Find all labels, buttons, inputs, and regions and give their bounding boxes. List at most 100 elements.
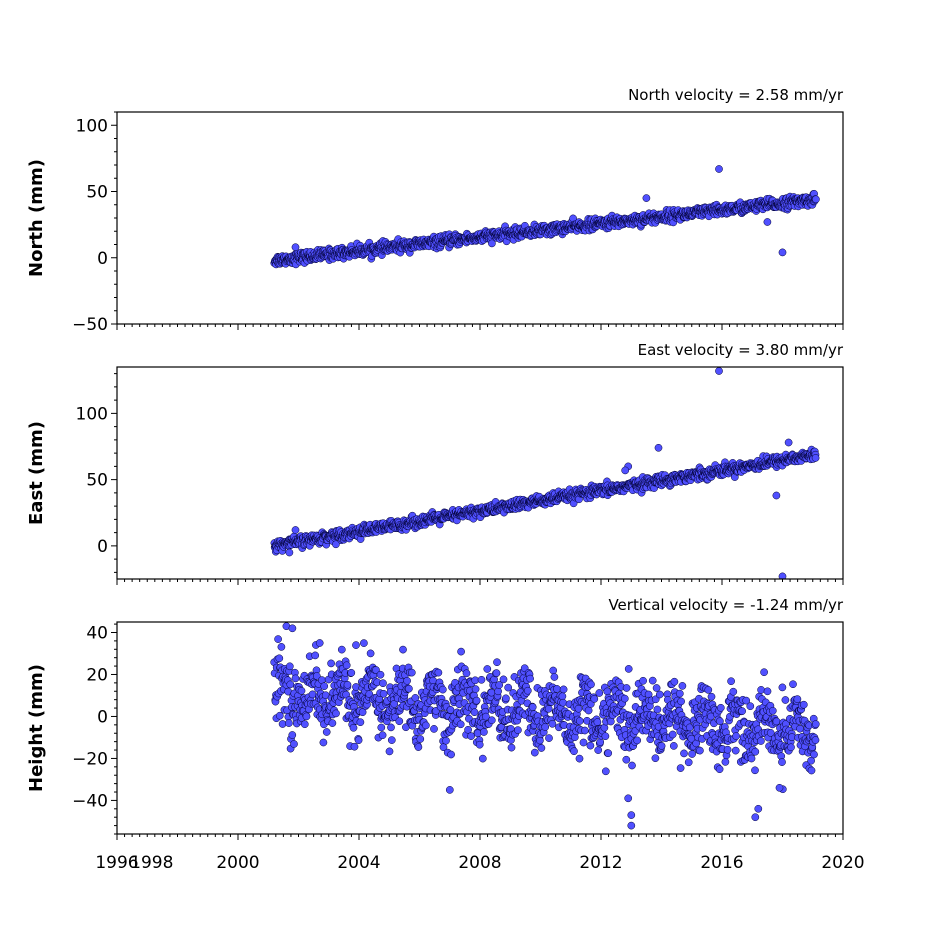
height-outlier-point bbox=[754, 804, 763, 813]
height-point bbox=[595, 689, 604, 697]
height-point bbox=[514, 726, 522, 734]
height-point bbox=[457, 647, 465, 656]
height-point bbox=[475, 740, 484, 749]
north-y-tick-label: 0 bbox=[97, 249, 108, 269]
height-point bbox=[680, 749, 688, 758]
height-point bbox=[354, 736, 363, 745]
height-outlier-point bbox=[627, 821, 636, 830]
height-point bbox=[347, 668, 356, 677]
height-outlier-point bbox=[352, 641, 360, 649]
height-outlier-point bbox=[627, 811, 636, 819]
height-point bbox=[653, 705, 662, 714]
height-point bbox=[327, 659, 335, 668]
height-point bbox=[376, 670, 385, 679]
height-point bbox=[395, 717, 404, 726]
height-point bbox=[570, 747, 578, 756]
height-point bbox=[342, 661, 351, 670]
height-point bbox=[763, 687, 772, 696]
height-point bbox=[553, 685, 561, 693]
height-point bbox=[590, 695, 599, 703]
height-point bbox=[657, 742, 666, 750]
height-point bbox=[541, 723, 550, 731]
height-point bbox=[385, 747, 394, 756]
height-point bbox=[495, 681, 504, 689]
north-point bbox=[812, 195, 820, 204]
height-point bbox=[677, 697, 685, 706]
height-point bbox=[360, 639, 368, 647]
height-point bbox=[596, 738, 605, 746]
height-point bbox=[622, 755, 631, 764]
height-point bbox=[652, 684, 661, 692]
height-point bbox=[328, 719, 337, 727]
height-point bbox=[715, 765, 724, 774]
x-tick-label: 1996 bbox=[95, 853, 138, 873]
height-outlier-point bbox=[315, 639, 324, 647]
east-y-tick-label: 0 bbox=[97, 537, 108, 557]
height-point bbox=[462, 669, 471, 678]
height-point bbox=[757, 686, 765, 694]
height-point bbox=[727, 677, 735, 686]
height-point bbox=[446, 706, 455, 714]
height-point bbox=[290, 740, 298, 748]
height-point bbox=[504, 683, 513, 692]
height-point bbox=[668, 730, 677, 739]
height-point bbox=[721, 758, 730, 766]
height-point bbox=[604, 749, 613, 758]
height-point bbox=[507, 743, 516, 752]
height-point bbox=[559, 698, 567, 707]
height-point bbox=[601, 732, 610, 741]
height-point bbox=[688, 750, 696, 758]
height-point bbox=[796, 724, 804, 733]
height-point bbox=[778, 683, 787, 692]
north-y-tick-label: 50 bbox=[86, 183, 108, 203]
height-point bbox=[716, 717, 724, 726]
x-tick-label: 2008 bbox=[458, 853, 501, 873]
height-point bbox=[405, 684, 413, 693]
height-point bbox=[403, 676, 411, 685]
x-tick-label: 2020 bbox=[821, 853, 864, 873]
height-point bbox=[275, 654, 284, 663]
height-point bbox=[492, 669, 501, 677]
height-point bbox=[760, 668, 768, 677]
height-point bbox=[377, 723, 386, 732]
height-point bbox=[447, 750, 455, 759]
height-y-tick-label: −20 bbox=[72, 749, 108, 769]
north-axes-frame bbox=[116, 111, 844, 325]
north-y-tick-label: −50 bbox=[72, 315, 108, 335]
height-point bbox=[601, 767, 610, 776]
height-point bbox=[586, 741, 595, 750]
height-point bbox=[747, 754, 756, 763]
north-x-ticks bbox=[116, 324, 844, 330]
height-point bbox=[768, 706, 777, 715]
height-point bbox=[593, 718, 602, 726]
height-point bbox=[277, 643, 286, 651]
north-outlier-point bbox=[642, 194, 651, 202]
height-point bbox=[343, 680, 352, 689]
height-point bbox=[438, 685, 447, 694]
height-point bbox=[594, 746, 603, 754]
height-point bbox=[670, 677, 679, 686]
height-point bbox=[807, 766, 816, 775]
height-outlier-point bbox=[775, 783, 784, 792]
height-point bbox=[416, 735, 425, 743]
height-point bbox=[587, 680, 595, 689]
height-point bbox=[746, 702, 755, 711]
height-point bbox=[575, 754, 584, 763]
east-outlier-point bbox=[291, 526, 300, 534]
height-point bbox=[669, 742, 678, 750]
east-point bbox=[811, 454, 820, 462]
north-outlier-point bbox=[715, 165, 723, 173]
height-point bbox=[581, 726, 589, 735]
height-point bbox=[275, 711, 284, 720]
height-point bbox=[807, 756, 815, 765]
height-point bbox=[390, 700, 399, 708]
height-point bbox=[622, 684, 631, 692]
height-point bbox=[477, 675, 486, 684]
height-point bbox=[530, 748, 539, 757]
height-y-tick-label: −40 bbox=[72, 791, 108, 811]
height-point bbox=[810, 750, 818, 759]
height-point bbox=[628, 761, 636, 770]
east-y-tick-label: 50 bbox=[86, 471, 108, 491]
